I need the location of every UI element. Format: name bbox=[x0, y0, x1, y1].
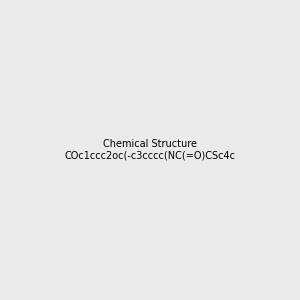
Text: Chemical Structure
COc1ccc2oc(-c3cccc(NC(=O)CSc4c: Chemical Structure COc1ccc2oc(-c3cccc(NC… bbox=[64, 139, 236, 161]
